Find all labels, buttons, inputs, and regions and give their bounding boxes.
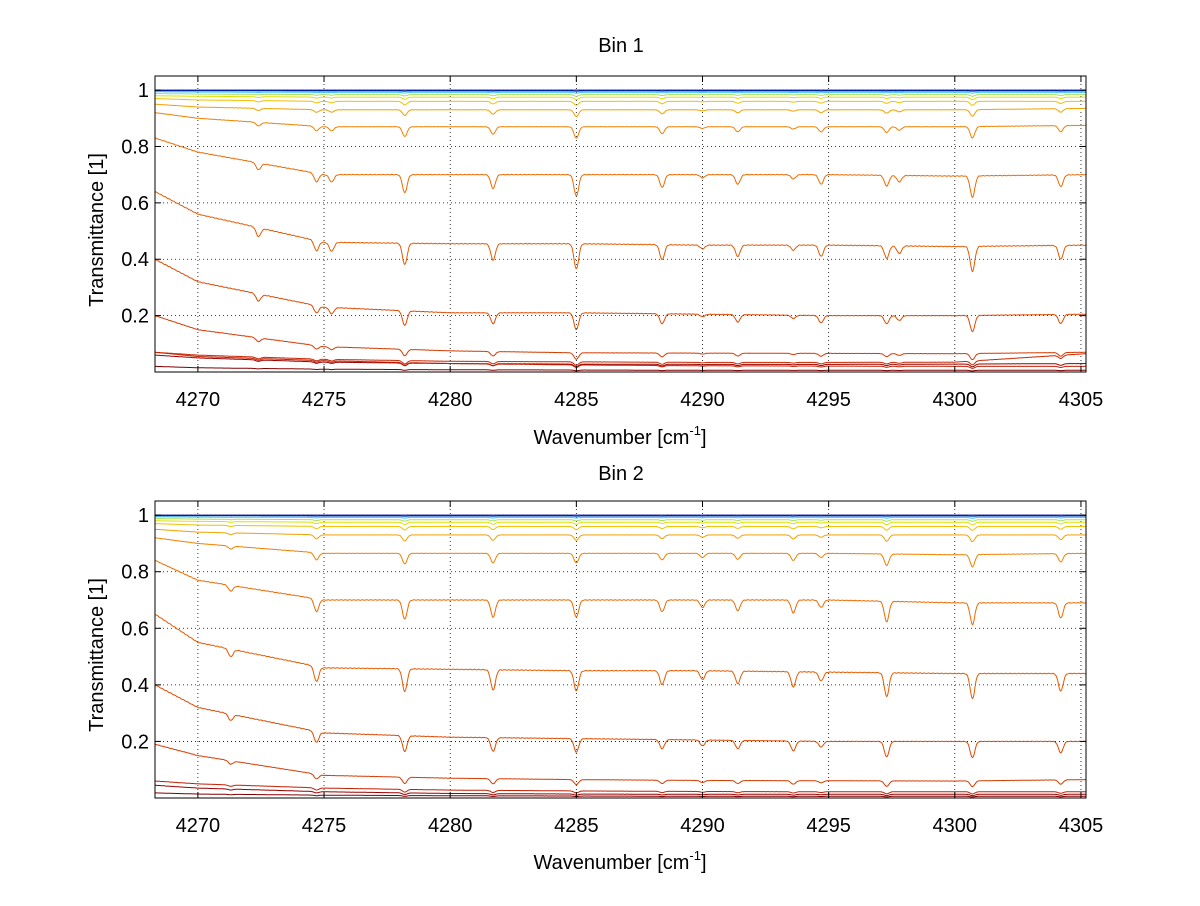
chart-panel-bin-1: Bin 1 Transmittance [1] Wavenumber [cm-1… (86, 35, 1103, 449)
x-tick-label: 4275 (302, 389, 347, 411)
y-tick-label: 0.2 (121, 306, 149, 328)
y-tick-label: 0.8 (121, 136, 149, 158)
x-axis-label: Wavenumber [cm-1] (533, 423, 706, 449)
series-line (155, 780, 1086, 795)
series-line (154, 95, 1086, 101)
x-tick-label: 4285 (554, 815, 599, 837)
series-line (155, 537, 1086, 568)
ticks: 4270 4275 4280 4285 4290 4295 4300 4305 0.2 0.4 0.… (121, 76, 1103, 411)
x-tick-label: 4290 (680, 815, 725, 837)
x-tick-label: 4275 (302, 815, 347, 837)
x-axis-label-end: ] (701, 427, 707, 449)
x-tick-label: 4270 (176, 389, 221, 411)
series-line (155, 516, 1086, 519)
y-tick-label: 0.8 (121, 562, 149, 584)
y-tick-label: 1 (138, 505, 149, 527)
chart-title: Bin 2 (598, 463, 644, 485)
series-line (154, 112, 1087, 139)
chart-title: Bin 1 (598, 35, 644, 57)
x-axis-label-main: Wavenumber [cm (533, 427, 689, 449)
y-tick-label: 1 (138, 80, 149, 102)
grid (155, 501, 1086, 798)
series-line (154, 351, 1087, 369)
series-line (155, 515, 1086, 517)
ticks: 4270 4275 4280 4285 4290 4295 4300 4305 0.2 0.4 0.… (121, 501, 1103, 837)
series-group (154, 514, 1087, 798)
series-line (154, 191, 1087, 273)
x-tick-label: 4295 (806, 389, 851, 411)
y-tick-label: 0.6 (121, 193, 149, 215)
x-axis-label-main: Wavenumber [cm (533, 852, 689, 874)
series-line (154, 613, 1087, 700)
series-line (154, 98, 1086, 106)
y-axis-label: Transmittance [1] (86, 578, 108, 732)
series-line (155, 520, 1086, 526)
series-line (155, 792, 1086, 798)
series-line (154, 560, 1087, 626)
y-tick-label: 0.6 (121, 618, 149, 640)
x-tick-label: 4280 (428, 389, 473, 411)
series-line (155, 93, 1086, 97)
series-line (154, 137, 1087, 199)
series-line (155, 91, 1086, 94)
chart-panel-bin-2: Bin 2 Transmittance [1] Wavenumber [cm-1… (86, 463, 1103, 874)
x-axis-label-sup: -1 (689, 848, 701, 863)
grid (155, 76, 1086, 372)
y-tick-label: 0.2 (121, 731, 149, 753)
axes-box (154, 500, 1087, 799)
x-tick-label: 4295 (806, 815, 851, 837)
x-axis-label: Wavenumber [cm-1] (533, 848, 706, 874)
x-axis-label-sup: -1 (689, 423, 701, 438)
series-line (155, 365, 1086, 372)
x-tick-label: 4270 (176, 815, 221, 837)
series-line (154, 315, 1086, 361)
series-line (154, 528, 1086, 543)
x-tick-label: 4300 (933, 815, 978, 837)
series-line (155, 90, 1086, 92)
series-line (154, 684, 1086, 759)
y-axis-label: Transmittance [1] (86, 153, 108, 307)
y-tick-label: 0.4 (121, 675, 149, 697)
x-tick-label: 4300 (933, 389, 978, 411)
series-line (154, 743, 1087, 788)
series-line (155, 784, 1086, 797)
x-axis-label-end: ] (701, 852, 707, 874)
x-tick-label: 4280 (428, 815, 473, 837)
series-line (155, 523, 1087, 531)
series-line (154, 259, 1087, 333)
series-line (154, 351, 1086, 366)
series-line (154, 518, 1086, 522)
x-tick-label: 4305 (1059, 815, 1104, 837)
series-line (154, 103, 1087, 118)
series-line (155, 354, 1086, 368)
y-tick-label: 0.4 (121, 249, 149, 271)
series-group (154, 89, 1087, 372)
axes-box (154, 75, 1087, 373)
x-tick-label: 4305 (1059, 389, 1104, 411)
x-tick-label: 4290 (680, 389, 725, 411)
x-tick-label: 4285 (554, 389, 599, 411)
